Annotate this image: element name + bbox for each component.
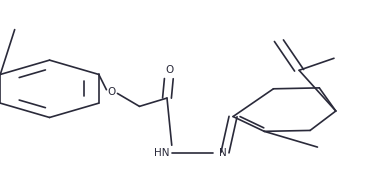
Text: HN: HN bbox=[154, 148, 169, 158]
Text: O: O bbox=[108, 87, 116, 97]
Text: O: O bbox=[166, 65, 174, 75]
Text: N: N bbox=[219, 148, 227, 158]
